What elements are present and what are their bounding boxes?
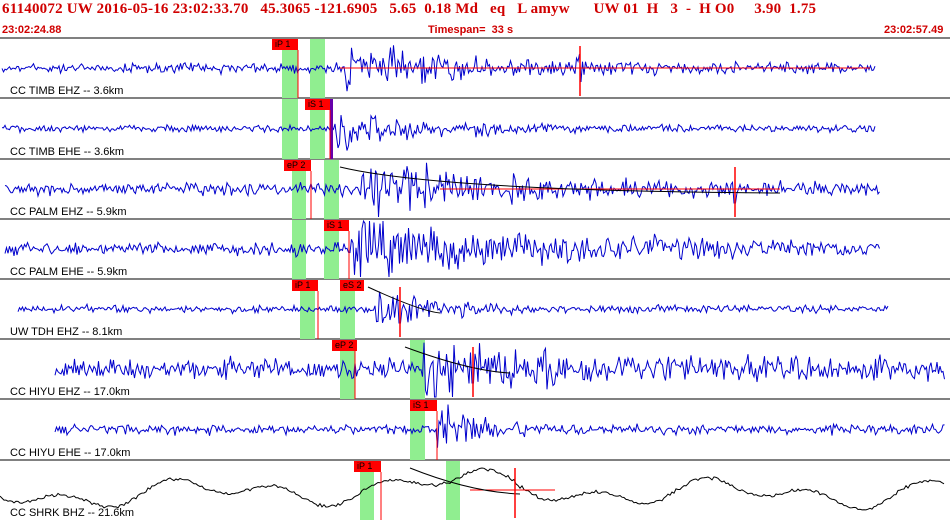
station-label: CC SHRK BHZ -- 21.6km — [10, 507, 135, 519]
pick-marker — [330, 99, 333, 159]
timespan-label: Timespan= 33 s — [428, 24, 514, 36]
pick-window — [446, 461, 460, 520]
event-header: 61140072 UW 2016-05-16 23:02:33.70 45.30… — [0, 0, 950, 22]
pick-window — [310, 39, 325, 98]
pick-tag[interactable]: iP 1 — [292, 280, 318, 291]
pick-window — [324, 220, 339, 279]
pick-tag[interactable]: eP 2 — [284, 160, 311, 171]
start-time: 23:02:24.88 — [2, 24, 62, 36]
end-time: 23:02:57.49 — [884, 24, 944, 36]
pick-window — [282, 99, 298, 159]
waveform-trace — [54, 404, 945, 448]
pick-tag[interactable]: eS 2 — [340, 280, 364, 291]
time-range-bar: 23:02:24.88 Timespan= 33 s 23:02:57.49 — [0, 24, 950, 38]
waveform-trace — [4, 162, 880, 218]
coda-curve — [404, 346, 511, 374]
pick-tag[interactable]: iP 1 — [354, 461, 381, 472]
pick-tag[interactable]: iS 1 — [410, 400, 437, 411]
waveform-trace — [17, 291, 889, 324]
station-label: CC PALM EHZ -- 5.9km — [10, 206, 127, 218]
station-label: UW TDH EHZ -- 8.1km — [10, 326, 123, 338]
station-label: CC HIYU EHE -- 17.0km — [10, 447, 131, 459]
pick-window — [282, 39, 298, 98]
coda-curve — [409, 467, 521, 495]
station-label: CC TIMB EHZ -- 3.6km — [10, 85, 124, 97]
pick-tag[interactable]: iS 1 — [324, 220, 349, 231]
pick-window — [300, 280, 315, 339]
waveform-trace — [54, 342, 945, 398]
coda-curve — [339, 166, 781, 194]
station-label: CC TIMB EHE -- 3.6km — [10, 146, 125, 158]
pick-tag[interactable]: eP 2 — [332, 340, 357, 351]
event-summary-line: 61140072 UW 2016-05-16 23:02:33.70 45.30… — [2, 1, 817, 17]
station-label: CC HIYU EHZ -- 17.0km — [10, 386, 130, 398]
station-label: CC PALM EHE -- 5.9km — [10, 266, 128, 278]
pick-window — [360, 461, 374, 520]
pick-tag[interactable]: iS 1 — [305, 99, 330, 110]
waveform-trace — [4, 219, 880, 278]
pick-window — [410, 340, 425, 399]
coda-curve — [367, 286, 441, 314]
pick-tag[interactable]: iP 1 — [272, 39, 298, 50]
waveform-trace — [0, 467, 945, 511]
pick-window — [340, 340, 355, 399]
pick-window — [324, 160, 339, 219]
waveform-trace — [1, 114, 876, 151]
